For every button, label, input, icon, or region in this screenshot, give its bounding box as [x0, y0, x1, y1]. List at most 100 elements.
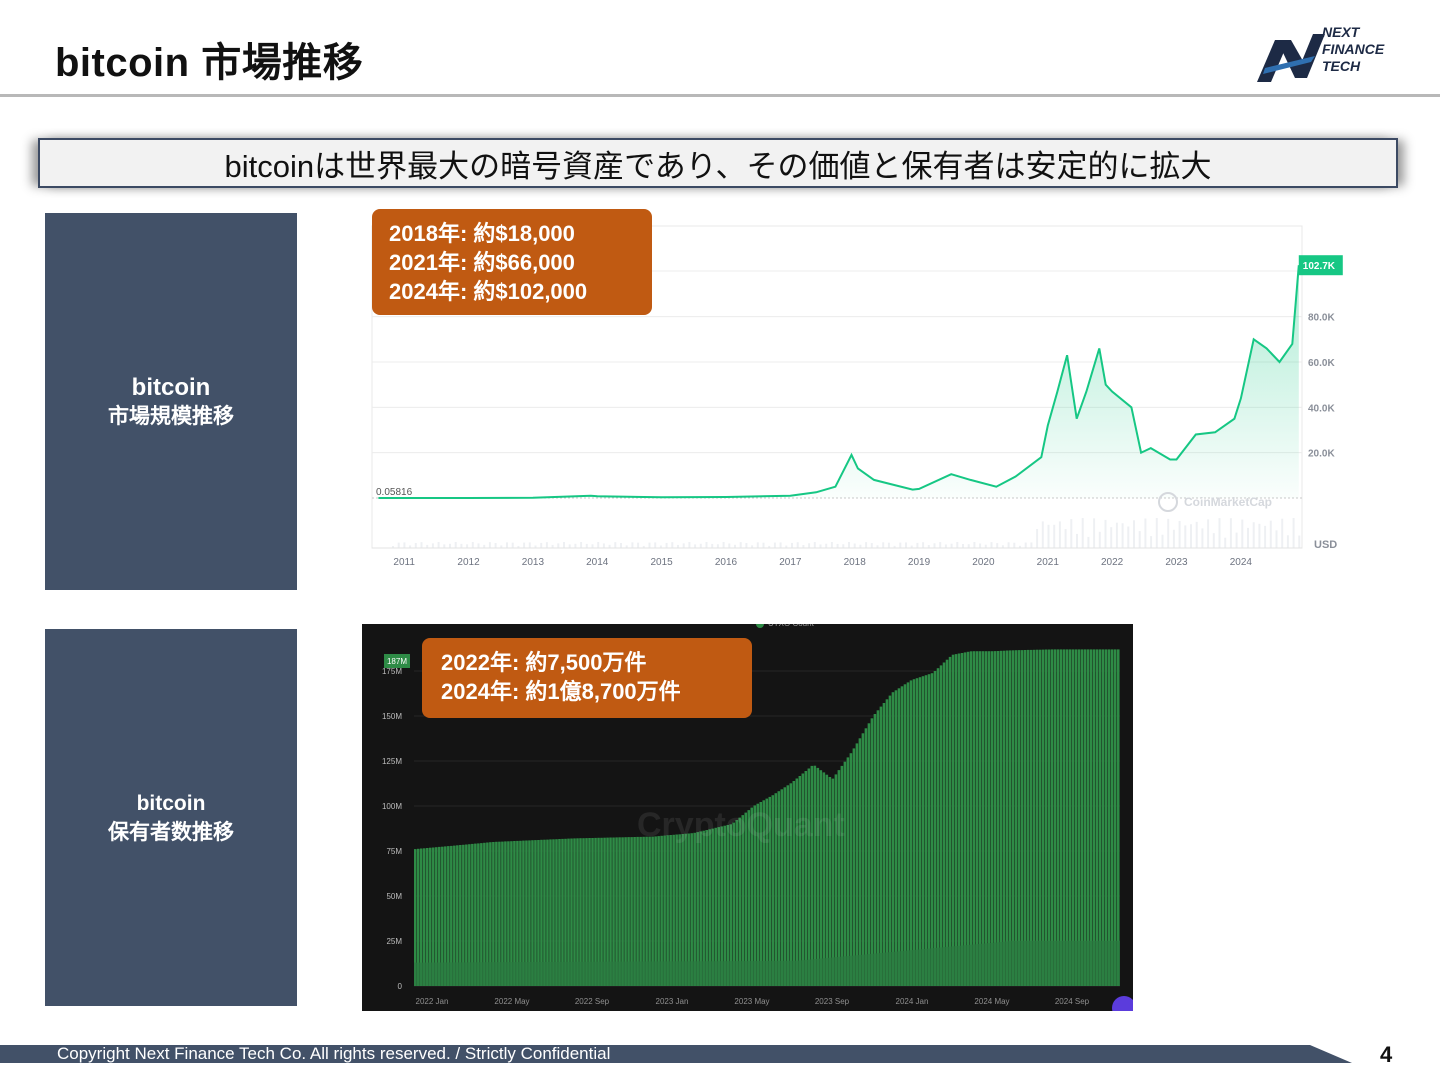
price-x-tick: 2020	[972, 557, 995, 568]
footer-bar	[0, 1045, 1310, 1063]
holders-bar	[663, 835, 666, 986]
holders-bar	[444, 846, 447, 986]
holders-bar	[996, 651, 1000, 986]
holders-bar	[675, 834, 678, 986]
holders-bar	[720, 826, 723, 986]
price-volume-bar	[773, 542, 776, 548]
holders-bar	[651, 836, 654, 986]
holders-bar	[900, 686, 904, 986]
holders-bar	[963, 652, 967, 986]
holders-bar	[744, 812, 748, 986]
holders-bar	[462, 844, 465, 986]
holders-bar	[714, 827, 717, 986]
holders-bar	[480, 843, 483, 986]
price-x-tick: 2024	[1230, 557, 1253, 568]
holders-bar	[1098, 649, 1102, 986]
price-volume-bar	[477, 543, 480, 548]
price-volume-bar	[853, 543, 856, 548]
price-volume-bar	[1053, 524, 1056, 548]
holders-bar	[792, 781, 796, 986]
price-y-tick: 60.0K	[1308, 358, 1335, 369]
holders-bar	[774, 793, 778, 986]
price-volume-bar	[1241, 519, 1244, 548]
side-label-holders-line2: 保有者数推移	[108, 820, 234, 844]
holders-bar	[510, 841, 513, 986]
holders-bar	[600, 837, 603, 986]
holders-bar	[582, 838, 585, 986]
footer-copyright: Copyright Next Finance Tech Co. All righ…	[57, 1044, 611, 1063]
price-volume-bar	[1144, 518, 1147, 548]
holders-bar	[987, 651, 991, 986]
holders-bar	[780, 789, 784, 986]
holders-bar	[414, 849, 417, 986]
holders-bar	[1002, 650, 1006, 986]
holders-bar	[810, 765, 814, 986]
price-volume-bar	[813, 542, 816, 548]
price-volume-bar	[426, 544, 429, 548]
holders-bar	[891, 692, 895, 986]
price-last-value-badge	[1298, 255, 1343, 276]
holders-bar	[960, 653, 964, 986]
price-volume-bar	[1269, 520, 1272, 548]
holders-bar	[735, 820, 739, 986]
holders-bar	[447, 846, 450, 986]
holders-bar	[1038, 649, 1042, 986]
holders-bar	[528, 840, 531, 986]
holders-bar	[945, 659, 949, 986]
price-volume-bar	[466, 544, 469, 548]
holders-bar	[1014, 650, 1018, 986]
holders-bar	[993, 651, 997, 986]
holders-bar	[783, 787, 787, 986]
holders-bar	[747, 810, 751, 986]
price-volume-bar	[597, 542, 600, 548]
holders-bar	[567, 838, 570, 986]
price-volume-bar	[654, 542, 657, 548]
holders-bar	[495, 841, 498, 986]
holders-bar	[1080, 649, 1084, 986]
holders-x-tick: 2024 May	[974, 997, 1009, 1006]
price-volume-bar	[796, 542, 799, 548]
holders-bar	[690, 833, 693, 986]
holders-bar	[612, 837, 615, 986]
side-label-holders: bitcoin 保有者数推移	[45, 629, 297, 1006]
holders-bar	[888, 695, 892, 986]
price-volume-bar	[887, 542, 890, 548]
price-area	[378, 265, 1299, 498]
holders-last-value: 187M	[387, 657, 407, 666]
price-last-value: 102.7K	[1303, 261, 1336, 272]
price-volume-bar	[870, 543, 873, 548]
holders-bar	[867, 723, 871, 986]
holders-bar	[1077, 649, 1081, 986]
price-volume-bar	[591, 544, 594, 548]
price-y-tick: 40.0K	[1308, 403, 1335, 414]
price-y-tick: 80.0K	[1308, 313, 1335, 324]
holders-bar	[990, 651, 994, 986]
price-volume-bar	[1258, 523, 1261, 548]
holders-bar	[864, 728, 868, 986]
holders-bar	[483, 842, 486, 986]
holders-bar	[882, 703, 886, 986]
holders-bar	[1101, 649, 1105, 986]
price-volume-bar	[1286, 535, 1289, 548]
holders-bar	[522, 840, 525, 986]
holders-bar	[1053, 649, 1057, 986]
price-volume-bar	[751, 545, 754, 548]
holders-bar	[699, 831, 702, 986]
holders-bar	[732, 822, 735, 986]
chat-icon	[1112, 996, 1133, 1011]
price-volume-bar	[1298, 535, 1301, 548]
holders-bar	[1020, 650, 1024, 986]
holders-bar	[426, 848, 429, 986]
holders-bar	[1104, 649, 1108, 986]
holders-bar	[615, 837, 618, 986]
price-volume-bar	[517, 545, 520, 548]
holders-bar	[1017, 650, 1021, 986]
holders-bar	[1047, 649, 1051, 986]
holders-bar	[546, 839, 549, 986]
holders-watermark: CryptoQuant	[637, 806, 845, 844]
holders-bar	[1062, 649, 1066, 986]
price-volume-bar	[762, 542, 765, 548]
holders-bar	[912, 679, 916, 986]
price-volume-bar	[927, 545, 930, 548]
holders-bar	[840, 765, 844, 986]
